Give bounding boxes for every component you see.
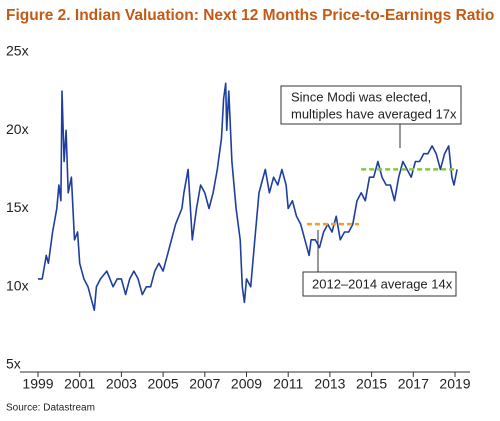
x-tick-label: 2013 [314,376,345,392]
x-tick-label: 2009 [231,376,262,392]
x-tick-label: 2005 [148,376,179,392]
x-tick-label: 2003 [106,376,137,392]
x-tick-label: 1999 [22,376,53,392]
source: Source: Datastream [6,403,95,414]
x-tick-label: 2019 [439,376,470,392]
annotation: 2012–2014 average 14x [312,276,453,291]
x-tick-label: 2015 [356,376,387,392]
y-tick-label: 25x [6,43,29,59]
x-tick-label: 2017 [398,376,429,392]
x-tick-label: 2001 [64,376,95,392]
annotation-box [280,85,462,125]
annotation: Since Modi was elected, [291,89,431,104]
y-tick-label: 20x [6,121,29,137]
y-tick-label: 15x [6,199,29,215]
y-tick-label: 10x [6,277,29,293]
data-line [38,82,458,311]
x-tick-label: 2011 [273,376,303,392]
y-tick-label: 5x [6,356,21,372]
annotation: multiples have averaged 17x [291,106,457,121]
chart-title: Figure 2. Indian Valuation: Next 12 Mont… [6,7,494,24]
annotation-box [302,271,457,297]
x-tick-label: 2007 [189,376,220,392]
